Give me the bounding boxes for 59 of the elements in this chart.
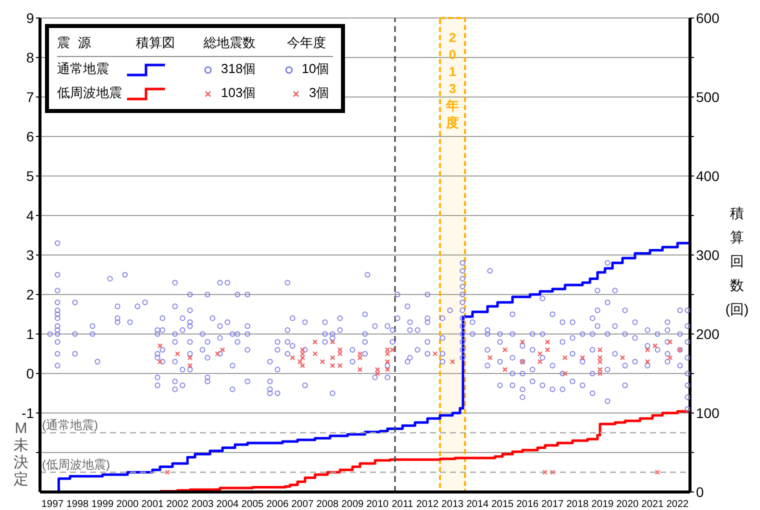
y-tick-label: 0 (26, 365, 34, 382)
y-tick-label: 2 (26, 286, 34, 302)
x-tick-label: 2012 (416, 499, 440, 510)
annotation: 10個 (300, 60, 330, 78)
x-tick-label: 2006 (266, 499, 290, 510)
x-tick-label: 2010 (366, 499, 390, 510)
x-tick-label: 2004 (216, 499, 240, 510)
y2-tick-label: 600 (696, 10, 720, 26)
text: M未決定 (14, 420, 28, 488)
ref-line-label: (低周波地震) (42, 457, 110, 472)
annotation: 103個 (220, 84, 257, 102)
annotation: 3個 (308, 84, 330, 102)
x-tick-label: 2003 (191, 499, 214, 510)
y-tick-label: 6 (26, 128, 34, 144)
annotation: 総地震数 (202, 34, 256, 52)
x-tick-label: 2020 (616, 499, 640, 510)
x-tick-label: 2000 (116, 499, 140, 510)
x-tick-label: 2008 (316, 499, 340, 510)
annotation: 積算図 (135, 34, 176, 52)
legend-label: 低周波地震 (57, 84, 122, 102)
annotation: 318個 (220, 60, 257, 78)
y-tick-label: 4 (26, 207, 34, 224)
x-tick-label: 1997 (41, 499, 64, 510)
x-tick-label: 2007 (291, 499, 314, 510)
y-tick-label: 5 (26, 168, 34, 184)
band-label: 2013年度 (445, 30, 459, 130)
x-tick-label: 2009 (341, 499, 364, 510)
y2-axis-title: 積算回数(回) (725, 205, 749, 317)
y-tick-label: 9 (26, 10, 34, 26)
x-tick-label: 2022 (666, 499, 690, 510)
x-tick-label: 2017 (541, 499, 564, 510)
y-tick-label: 7 (26, 88, 34, 105)
x-tick-label: 2002 (166, 499, 190, 510)
y2-tick-label: 100 (696, 404, 720, 421)
annotation: 今年度 (286, 34, 327, 52)
x-tick-label: 2001 (141, 499, 164, 510)
x-tick-label: 2018 (566, 499, 590, 510)
y-tick-label: 8 (26, 49, 34, 66)
x-tick-label: 2019 (591, 499, 614, 510)
y2-tick-label: 300 (696, 246, 720, 263)
x-tick-label: 2015 (491, 499, 514, 510)
x-tick-label: 2016 (516, 499, 540, 510)
y2-tick-label: 500 (696, 88, 720, 105)
y-tick-label: 1 (26, 326, 34, 342)
y-tick-label: 3 (26, 246, 34, 263)
y-tick-label: -1 (22, 404, 34, 421)
y2-tick-label: 400 (696, 168, 720, 184)
x-tick-label: 2014 (466, 499, 490, 510)
legend-title: 震源 (57, 34, 100, 52)
x-tick-label: 1998 (66, 499, 90, 510)
x-tick-label: 1999 (91, 499, 114, 510)
y2-tick-label: 200 (696, 326, 720, 342)
x-tick-label: 2011 (392, 499, 414, 510)
y2-tick-label: 0 (696, 484, 704, 500)
ref-line-label: (通常地震) (42, 418, 98, 432)
x-tick-label: 2005 (241, 499, 264, 510)
legend-label: 通常地震 (57, 60, 110, 78)
x-tick-label: 2013 (441, 499, 464, 510)
x-tick-label: 2021 (641, 499, 664, 510)
